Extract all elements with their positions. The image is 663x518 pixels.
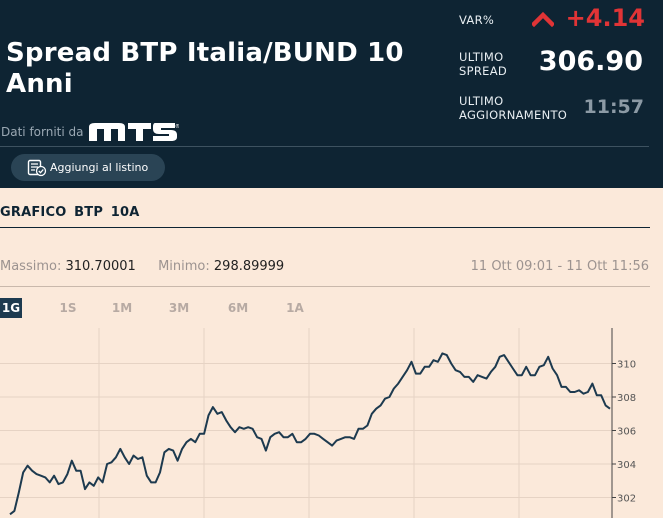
- chart-section-title: GRAFICO BTP 10A: [0, 205, 140, 220]
- y-tick-label-308: 308: [617, 393, 636, 404]
- date-range: 11 Ott 09:01 - 11 Ott 11:56: [470, 259, 649, 274]
- y-tick-label-306: 306: [617, 427, 636, 438]
- period-tab-3m[interactable]: 3M: [168, 301, 190, 315]
- max-label: Massimo:: [0, 259, 62, 274]
- series-line: [9, 352, 611, 516]
- add-to-watchlist-label: Aggiungi al listino: [50, 161, 149, 174]
- period-tab-1s[interactable]: 1S: [59, 301, 77, 315]
- y-tick-label-304: 304: [617, 460, 636, 471]
- var-value: +4.14: [565, 4, 645, 32]
- svg-text:®: ®: [175, 123, 179, 130]
- period-tab-1m[interactable]: 1M: [111, 301, 133, 315]
- period-tab-1a[interactable]: 1A: [286, 301, 304, 315]
- y-tick-label-310: 310: [617, 360, 636, 371]
- data-provider: Dati forniti da ®: [1, 120, 179, 144]
- provider-label: Dati forniti da: [1, 125, 84, 139]
- section-divider: [0, 227, 650, 228]
- min-label: Minimo:: [158, 259, 210, 274]
- range-stats: Massimo: 310.70001 Minimo: 298.89999: [0, 259, 284, 274]
- spread-line-chart: 302 304 306 308 310: [0, 328, 636, 518]
- chevron-up-icon: [532, 11, 554, 27]
- quote-header: Spread BTP Italia/BUND 10 Anni Dati forn…: [0, 0, 663, 188]
- header-divider: [0, 146, 649, 147]
- update-label: ULTIMO AGGIORNAMENTO: [459, 94, 568, 122]
- min-value: 298.89999: [213, 259, 285, 274]
- y-tick-label-302: 302: [617, 494, 636, 505]
- update-time: 11:57: [583, 96, 644, 118]
- period-tab-1g[interactable]: 1G: [0, 298, 22, 318]
- spread-label: ULTIMO SPREAD: [459, 50, 508, 78]
- var-label: VAR%: [459, 13, 495, 27]
- spread-value: 306.90: [538, 46, 643, 77]
- add-to-list-icon: [27, 159, 47, 176]
- stats-divider: [0, 286, 650, 287]
- add-to-watchlist-button[interactable]: Aggiungi al listino: [11, 154, 165, 181]
- max-value: 310.70001: [65, 259, 136, 274]
- mts-logo: ®: [88, 123, 179, 141]
- page-title: Spread BTP Italia/BUND 10 Anni: [6, 38, 404, 99]
- period-tab-6m[interactable]: 6M: [227, 301, 249, 315]
